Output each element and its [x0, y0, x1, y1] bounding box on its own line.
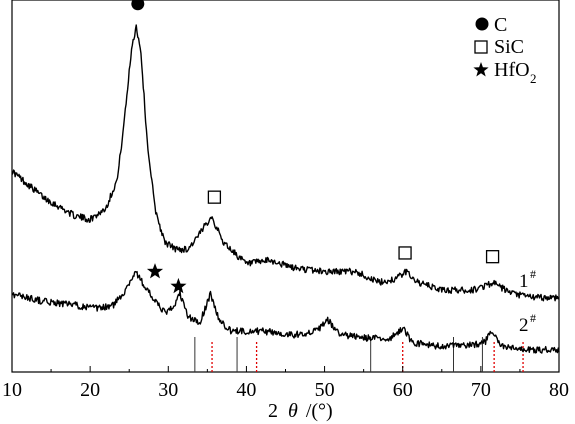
- series-line-2: [11, 270, 560, 354]
- x-tick-label: 30: [158, 379, 178, 401]
- peak-marker-sic: [485, 250, 500, 264]
- x-tick-label: 10: [2, 379, 22, 401]
- x-axis-title-unit: /(°): [306, 400, 333, 422]
- series-label-2: 2: [519, 315, 529, 336]
- series-label-1-superscript: #: [530, 267, 536, 281]
- legend-marker-c: [475, 17, 489, 31]
- x-tick-label: 80: [549, 379, 569, 401]
- legend-marker-hfo2: [473, 62, 489, 77]
- legend-label-sic: SiC: [494, 36, 524, 58]
- peak-marker-sic: [207, 190, 222, 204]
- legend-marker-sic: [474, 40, 488, 54]
- plot-area: [11, 0, 560, 372]
- series-label-2-superscript: #: [530, 311, 536, 325]
- x-tick-label: 70: [471, 379, 491, 401]
- legend-label-hfo2: HfO: [494, 59, 530, 81]
- x-tick-label: 50: [315, 379, 335, 401]
- peak-marker-sic: [398, 246, 412, 260]
- x-tick-label: 60: [393, 379, 413, 401]
- plot-frame: [11, 0, 560, 373]
- peak-marker-hfo2: [170, 277, 187, 294]
- series-label-1: 1: [519, 271, 529, 292]
- peak-marker-hfo2: [146, 263, 164, 279]
- x-tick-label: 40: [236, 379, 256, 401]
- x-axis-title-theta: θ: [288, 400, 298, 422]
- peak-marker-c: [131, 0, 145, 11]
- x-axis-title-prefix: 2: [268, 400, 278, 422]
- x-axis-title: 2 θ /(°): [268, 400, 333, 422]
- x-tick-label: 20: [80, 379, 100, 401]
- legend: C SiC HfO 2: [473, 14, 537, 86]
- series-line-1: [11, 24, 560, 302]
- legend-label-hfo2-subscript: 2: [530, 71, 537, 86]
- x-axis-ticks: [11, 366, 560, 372]
- x-axis-tick-labels: 10 20 30 40 50 60 70 80: [2, 379, 569, 401]
- legend-label-c: C: [494, 14, 507, 36]
